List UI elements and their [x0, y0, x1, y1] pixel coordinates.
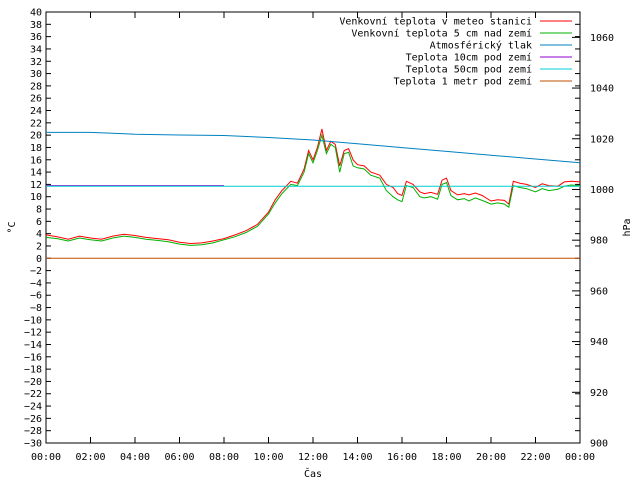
x-tick-label: 00:00: [565, 452, 595, 463]
legend-label: Venkovní teplota 5 cm nad zemí: [351, 28, 532, 40]
legend-label: Teplota 1 metr pod zemí: [394, 76, 532, 88]
y-left-tick-label: 8: [36, 205, 42, 216]
legend: Venkovní teplota v meteo staniciVenkovní…: [339, 16, 572, 88]
x-axis-title: Čas: [304, 467, 322, 480]
legend-label: Atmosférický tlak: [430, 40, 532, 52]
y-left-axis-title: °C: [7, 221, 18, 233]
y-left-tick-label: 24: [30, 106, 42, 117]
y-left-tick-label: −16: [24, 352, 42, 363]
right-axis: 900 920 940 960 980 1000 1020 1040 1060: [572, 33, 614, 450]
legend-label: Venkovní teplota v meteo stanici: [339, 16, 532, 28]
y-left-tick-label: −26: [24, 414, 42, 425]
x-tick-label: 12:00: [298, 452, 328, 463]
y-left-tick-label: −20: [24, 377, 42, 388]
y-left-tick-label: 30: [30, 69, 42, 80]
y-left-tick-label: 20: [30, 131, 42, 142]
y-right-tick-label: 960: [590, 286, 608, 297]
y-left-tick-label: −12: [24, 328, 42, 339]
x-axis: 00:00 02:00 04:00 06:00 08:00 10:00 12:00 14:00…: [31, 12, 595, 463]
y-right-tick-label: 1000: [590, 185, 614, 196]
legend-label: Teplota 50cm pod zemí: [406, 64, 532, 76]
x-tick-label: 04:00: [120, 452, 150, 463]
x-tick-label: 06:00: [164, 452, 194, 463]
y-left-tick-label: 28: [30, 81, 42, 92]
y-right-tick-label: 1040: [590, 84, 614, 95]
x-tick-label: 02:00: [75, 452, 105, 463]
y-left-tick-label: −6: [30, 291, 42, 302]
y-left-tick-label: 6: [36, 217, 42, 228]
y-left-tick-label: −28: [24, 426, 42, 437]
y-left-tick-label: −10: [24, 315, 42, 326]
y-left-tick-label: 18: [30, 143, 42, 154]
y-left-tick-label: 4: [36, 229, 42, 240]
y-left-tick-label: 32: [30, 57, 42, 68]
legend-label: Teplota 10cm pod zemí: [406, 52, 532, 64]
y-left-tick-label: 36: [30, 32, 42, 43]
y-left-tick-label: 12: [30, 180, 42, 191]
series-layer: [45, 128, 581, 259]
y-right-tick-label: 1060: [590, 33, 614, 44]
x-tick-label: 20:00: [476, 452, 506, 463]
y-left-tick-label: 22: [30, 118, 42, 129]
y-left-tick-label: 2: [36, 241, 42, 252]
y-left-tick-label: 34: [30, 44, 42, 55]
y-right-tick-label: 920: [590, 388, 608, 399]
y-left-tick-label: 14: [30, 168, 42, 179]
y-left-tick-label: −18: [24, 365, 42, 376]
series-line-1: [45, 128, 581, 245]
y-left-tick-label: −14: [24, 340, 42, 351]
y-left-tick-label: −30: [24, 439, 42, 450]
y-left-tick-label: 16: [30, 155, 42, 166]
y-left-tick-label: 0: [36, 254, 42, 265]
y-left-tick-label: −22: [24, 389, 42, 400]
y-left-tick-label: 10: [30, 192, 42, 203]
y-right-tick-label: 1020: [590, 134, 614, 145]
y-left-tick-label: 38: [30, 20, 42, 31]
y-left-tick-label: −4: [30, 278, 42, 289]
y-right-tick-label: 980: [590, 236, 608, 247]
x-tick-label: 10:00: [253, 452, 283, 463]
y-right-tick-label: 940: [590, 337, 608, 348]
x-tick-label: 22:00: [520, 452, 550, 463]
series-line-2: [45, 133, 581, 246]
x-tick-label: 18:00: [431, 452, 461, 463]
y-left-tick-label: −2: [30, 266, 42, 277]
y-left-tick-label: −8: [30, 303, 42, 314]
left-axis: −30−28−26−24−22−20−18−16−14−12−10−8−6−4−…: [24, 8, 580, 450]
series-line-3: [46, 131, 581, 164]
y-right-tick-label: 900: [590, 439, 608, 450]
x-tick-label: 16:00: [387, 452, 417, 463]
x-tick-label: 14:00: [342, 452, 372, 463]
y-left-tick-label: 40: [30, 8, 42, 19]
y-right-axis-title: hPa: [622, 218, 633, 236]
y-left-tick-label: 26: [30, 94, 42, 105]
x-tick-label: 00:00: [31, 452, 61, 463]
y-left-tick-label: −24: [24, 402, 42, 413]
x-tick-label: 08:00: [209, 452, 239, 463]
